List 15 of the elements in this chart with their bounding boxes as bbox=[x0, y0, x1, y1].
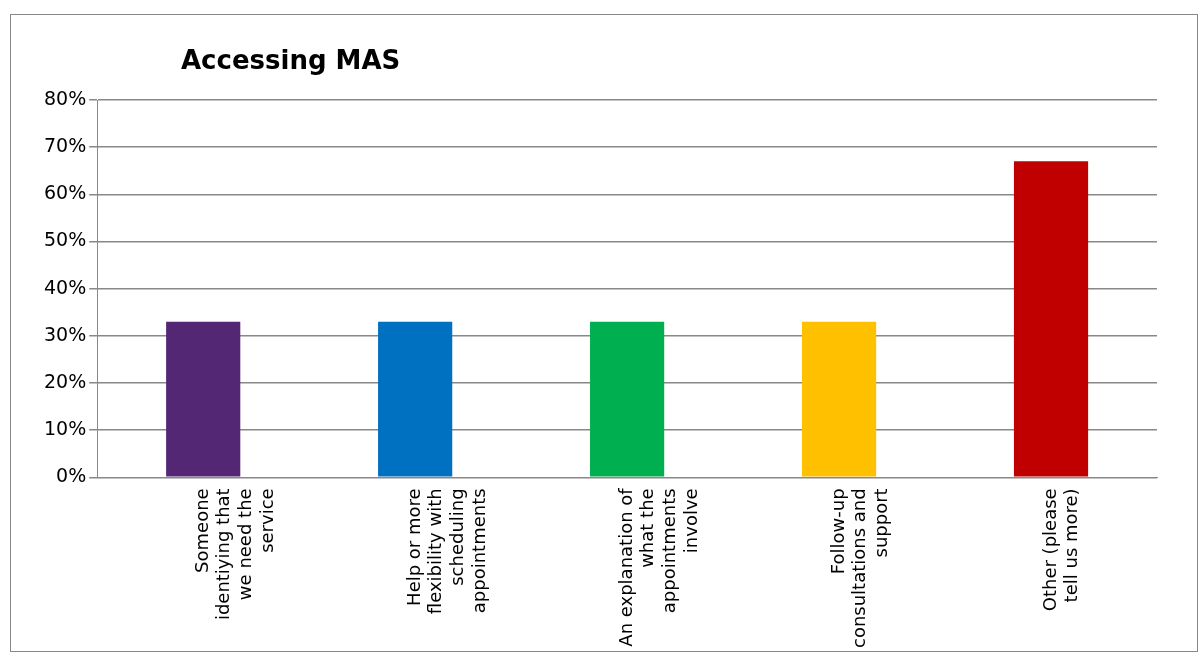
y-tick-label: 60% bbox=[44, 181, 87, 204]
chart-title: Accessing MAS bbox=[181, 45, 401, 75]
y-tick-label: 20% bbox=[44, 369, 87, 392]
y-tick-label: 40% bbox=[44, 275, 87, 298]
y-tick-label: 50% bbox=[44, 228, 87, 251]
y-tick-label: 30% bbox=[44, 322, 87, 345]
x-tick-label: Help or more flexibility with scheduling appointments bbox=[402, 488, 489, 615]
y-tick-label: 70% bbox=[44, 134, 87, 157]
y-tick-label: 0% bbox=[56, 464, 87, 487]
y-tick-label: 80% bbox=[44, 86, 87, 109]
x-tick-label: Someone identiying that we need the service bbox=[190, 488, 277, 621]
x-tick-label: Follow-up consultations and support bbox=[826, 488, 891, 648]
y-tick-label: 10% bbox=[44, 417, 87, 440]
x-tick-label: Other (please tell us more) bbox=[1038, 488, 1082, 612]
x-tick-label: An explanation of what the appointments involve bbox=[614, 487, 701, 647]
